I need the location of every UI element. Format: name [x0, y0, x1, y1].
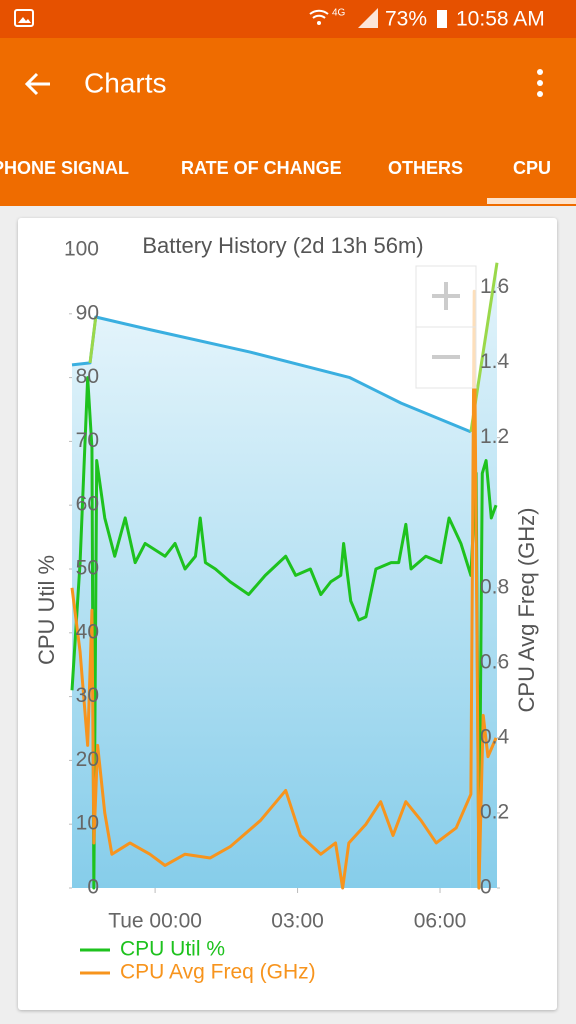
- clock: 10:58 AM: [456, 8, 545, 31]
- ticks: 0 10 20 30 40 50 60 70 80 90 100 0 0.2 0.4 0.6 0.8 1.2 1.…: [64, 238, 510, 933]
- legend-label: CPU Util %: [120, 938, 225, 961]
- series-line: [70, 376, 498, 890]
- tab[interactable]: RATE OF CHANGE: [181, 158, 342, 178]
- legend-label: CPU Avg Freq (GHz): [120, 961, 316, 984]
- back-button[interactable]: [24, 72, 50, 96]
- zoom-in[interactable]: [432, 282, 460, 310]
- x-tick-label: Tue 00:00: [108, 910, 202, 933]
- x-tick-label: 06:00: [414, 910, 467, 933]
- status-icons: 4G 73% 10:58 AM: [14, 8, 545, 31]
- menu-dot[interactable]: [537, 80, 543, 86]
- network-type: 4G: [332, 8, 346, 19]
- y-tick-label: 70: [76, 429, 99, 452]
- tab[interactable]: PHONE SIGNAL: [0, 158, 129, 178]
- battery-line: [88, 316, 98, 364]
- y-tick-label: 0: [87, 876, 99, 899]
- y2-axis-title: CPU Avg Freq (GHz): [514, 508, 539, 713]
- y2-tick-label: 1.6: [480, 275, 509, 298]
- y-tick-label: 40: [76, 620, 99, 643]
- battery-icon: [437, 10, 447, 28]
- y-axis-title: CPU Util %: [34, 555, 59, 665]
- app-title: Charts: [84, 67, 166, 98]
- zoom-controls: [415, 265, 477, 389]
- menu-dot[interactable]: [537, 69, 543, 75]
- wifi-icon: [309, 9, 329, 19]
- wifi-dot: [317, 21, 321, 25]
- battery-area: [72, 316, 471, 888]
- y2-tick-label: 1.4: [480, 350, 510, 373]
- x-tick-label: 03:00: [271, 910, 324, 933]
- y-tick-label: 100: [64, 238, 99, 261]
- y-tick-label: 30: [76, 684, 99, 707]
- y2-tick-label: 0.8: [480, 575, 509, 598]
- tab[interactable]: CPU: [513, 158, 552, 178]
- y-tick-label: 10: [76, 812, 99, 835]
- series-line: [70, 289, 498, 890]
- gallery-icon-glyph: [18, 17, 31, 23]
- y2-tick-label: 1.2: [480, 425, 509, 448]
- y2-tick-label: 0: [480, 876, 492, 899]
- y2-tick-label: 0.2: [480, 800, 509, 823]
- app-bar-icons: Charts: [24, 67, 543, 98]
- tab-bar: PHONE SIGNAL RATE OF CHANGE OTHERS CPU: [0, 140, 576, 206]
- y-tick-label: 60: [76, 493, 99, 516]
- y-tick-label: 50: [76, 557, 99, 580]
- line-layer: [70, 262, 499, 890]
- y2-tick-label: 0.6: [480, 650, 509, 673]
- signal-icon: [358, 8, 378, 28]
- gallery-icon: [14, 9, 34, 27]
- chart-title: Battery History (2d 13h 56m): [142, 233, 423, 258]
- tab-indicator: [487, 198, 576, 204]
- tab[interactable]: OTHERS: [388, 158, 464, 178]
- y-tick-label: 20: [76, 748, 99, 771]
- app-bar: Charts: [0, 38, 576, 140]
- y-tick-label: 90: [76, 301, 99, 324]
- menu-dot[interactable]: [537, 91, 543, 97]
- y-tick-label: 80: [76, 365, 99, 388]
- y2-tick-label: 0.4: [480, 725, 510, 748]
- battery-percent: 73%: [385, 8, 427, 31]
- status-bar: 4G 73% 10:58 AM: [0, 0, 576, 38]
